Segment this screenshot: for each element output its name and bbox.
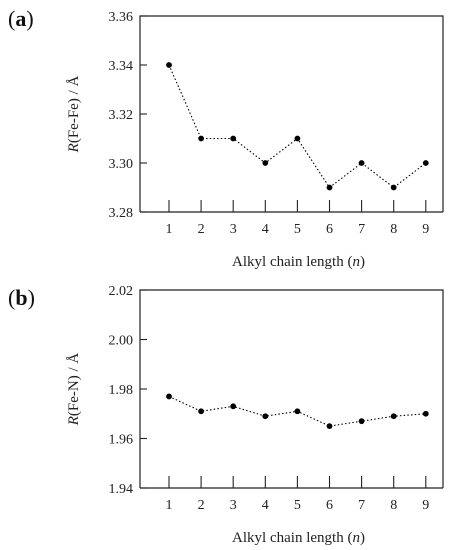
x-tick-label: 3 [230, 222, 237, 237]
data-point [198, 408, 205, 415]
data-point [166, 62, 172, 68]
series-line [168, 64, 427, 189]
x-tick-label: 7 [358, 498, 365, 513]
chart-fe-fe: 3.28 3.30 3.32 3.34 3.36 1 2 3 4 5 6 7 8 9 Alkyl chain… [66, 10, 444, 270]
y-tick-label: 3.28 [109, 206, 134, 221]
data-point [358, 418, 365, 425]
data-point [294, 408, 301, 415]
data-point [390, 184, 397, 191]
x-tick-label: 6 [326, 498, 333, 513]
y-axis-label: R(Fe-N) / Å [66, 353, 82, 427]
data-point [262, 413, 269, 420]
panel-b: (b) 1.94 1.96 1.98 2.00 2.02 1 2 3 4 5 6 7 8 9 Alkyl c… [0, 275, 466, 550]
chart-fe-n: 1.94 1.96 1.98 2.00 2.02 1 2 3 4 5 6 7 8 9 Alkyl chain… [66, 284, 444, 546]
data-point [230, 403, 237, 410]
x-axis-label: Alkyl chain length (n) [232, 530, 365, 546]
panel-a: (a) 3.28 3.30 3.32 3.34 3.36 1 2 3 4 5 6 7 8 9 Alkyl c… [8, 6, 444, 270]
x-tick-label: 1 [166, 222, 173, 237]
y-tick-label: 2.00 [109, 334, 134, 349]
data-point [198, 135, 205, 142]
panel-label-a: (a) [8, 6, 34, 31]
x-tick-label: 2 [198, 498, 205, 513]
data-point [294, 135, 301, 142]
x-tick-label: 3 [230, 498, 237, 513]
y-tick-label: 3.34 [109, 59, 134, 74]
y-axis-label: R(Fe-Fe) / Å [66, 76, 82, 154]
x-tick-label: 5 [294, 222, 301, 237]
data-point [326, 184, 333, 191]
plot-frame [139, 15, 444, 212]
data-point [262, 160, 269, 166]
plot-frame [139, 289, 444, 488]
y-tick-label: 3.32 [109, 108, 134, 123]
data-point [166, 393, 172, 400]
x-tick-label: 6 [326, 222, 333, 237]
x-tick-label: 4 [262, 222, 269, 237]
x-tick-label: 8 [390, 222, 397, 237]
x-tick-label: 2 [198, 222, 205, 237]
data-point [358, 160, 365, 166]
data-point [422, 160, 429, 166]
data-point [230, 135, 237, 142]
x-tick-label: 7 [358, 222, 365, 237]
x-tick-label: 8 [390, 498, 397, 513]
x-tick-label: 1 [166, 498, 173, 513]
x-tick-label: 4 [262, 498, 269, 513]
x-axis-label: Alkyl chain length (n) [232, 254, 365, 270]
data-point [422, 410, 429, 417]
x-tick-label: 9 [422, 222, 429, 237]
y-tick-label: 3.36 [109, 10, 134, 25]
y-tick-label: 2.02 [109, 284, 134, 299]
x-tick-label: 5 [294, 498, 301, 513]
data-point [390, 413, 397, 420]
data-point [326, 423, 333, 430]
y-tick-label: 1.94 [109, 482, 134, 497]
panel-label-b: (b) [8, 285, 35, 310]
x-tick-label: 9 [422, 498, 429, 513]
y-tick-label: 1.98 [109, 383, 134, 398]
y-tick-label: 1.96 [109, 433, 134, 448]
y-tick-label: 3.30 [109, 157, 134, 172]
